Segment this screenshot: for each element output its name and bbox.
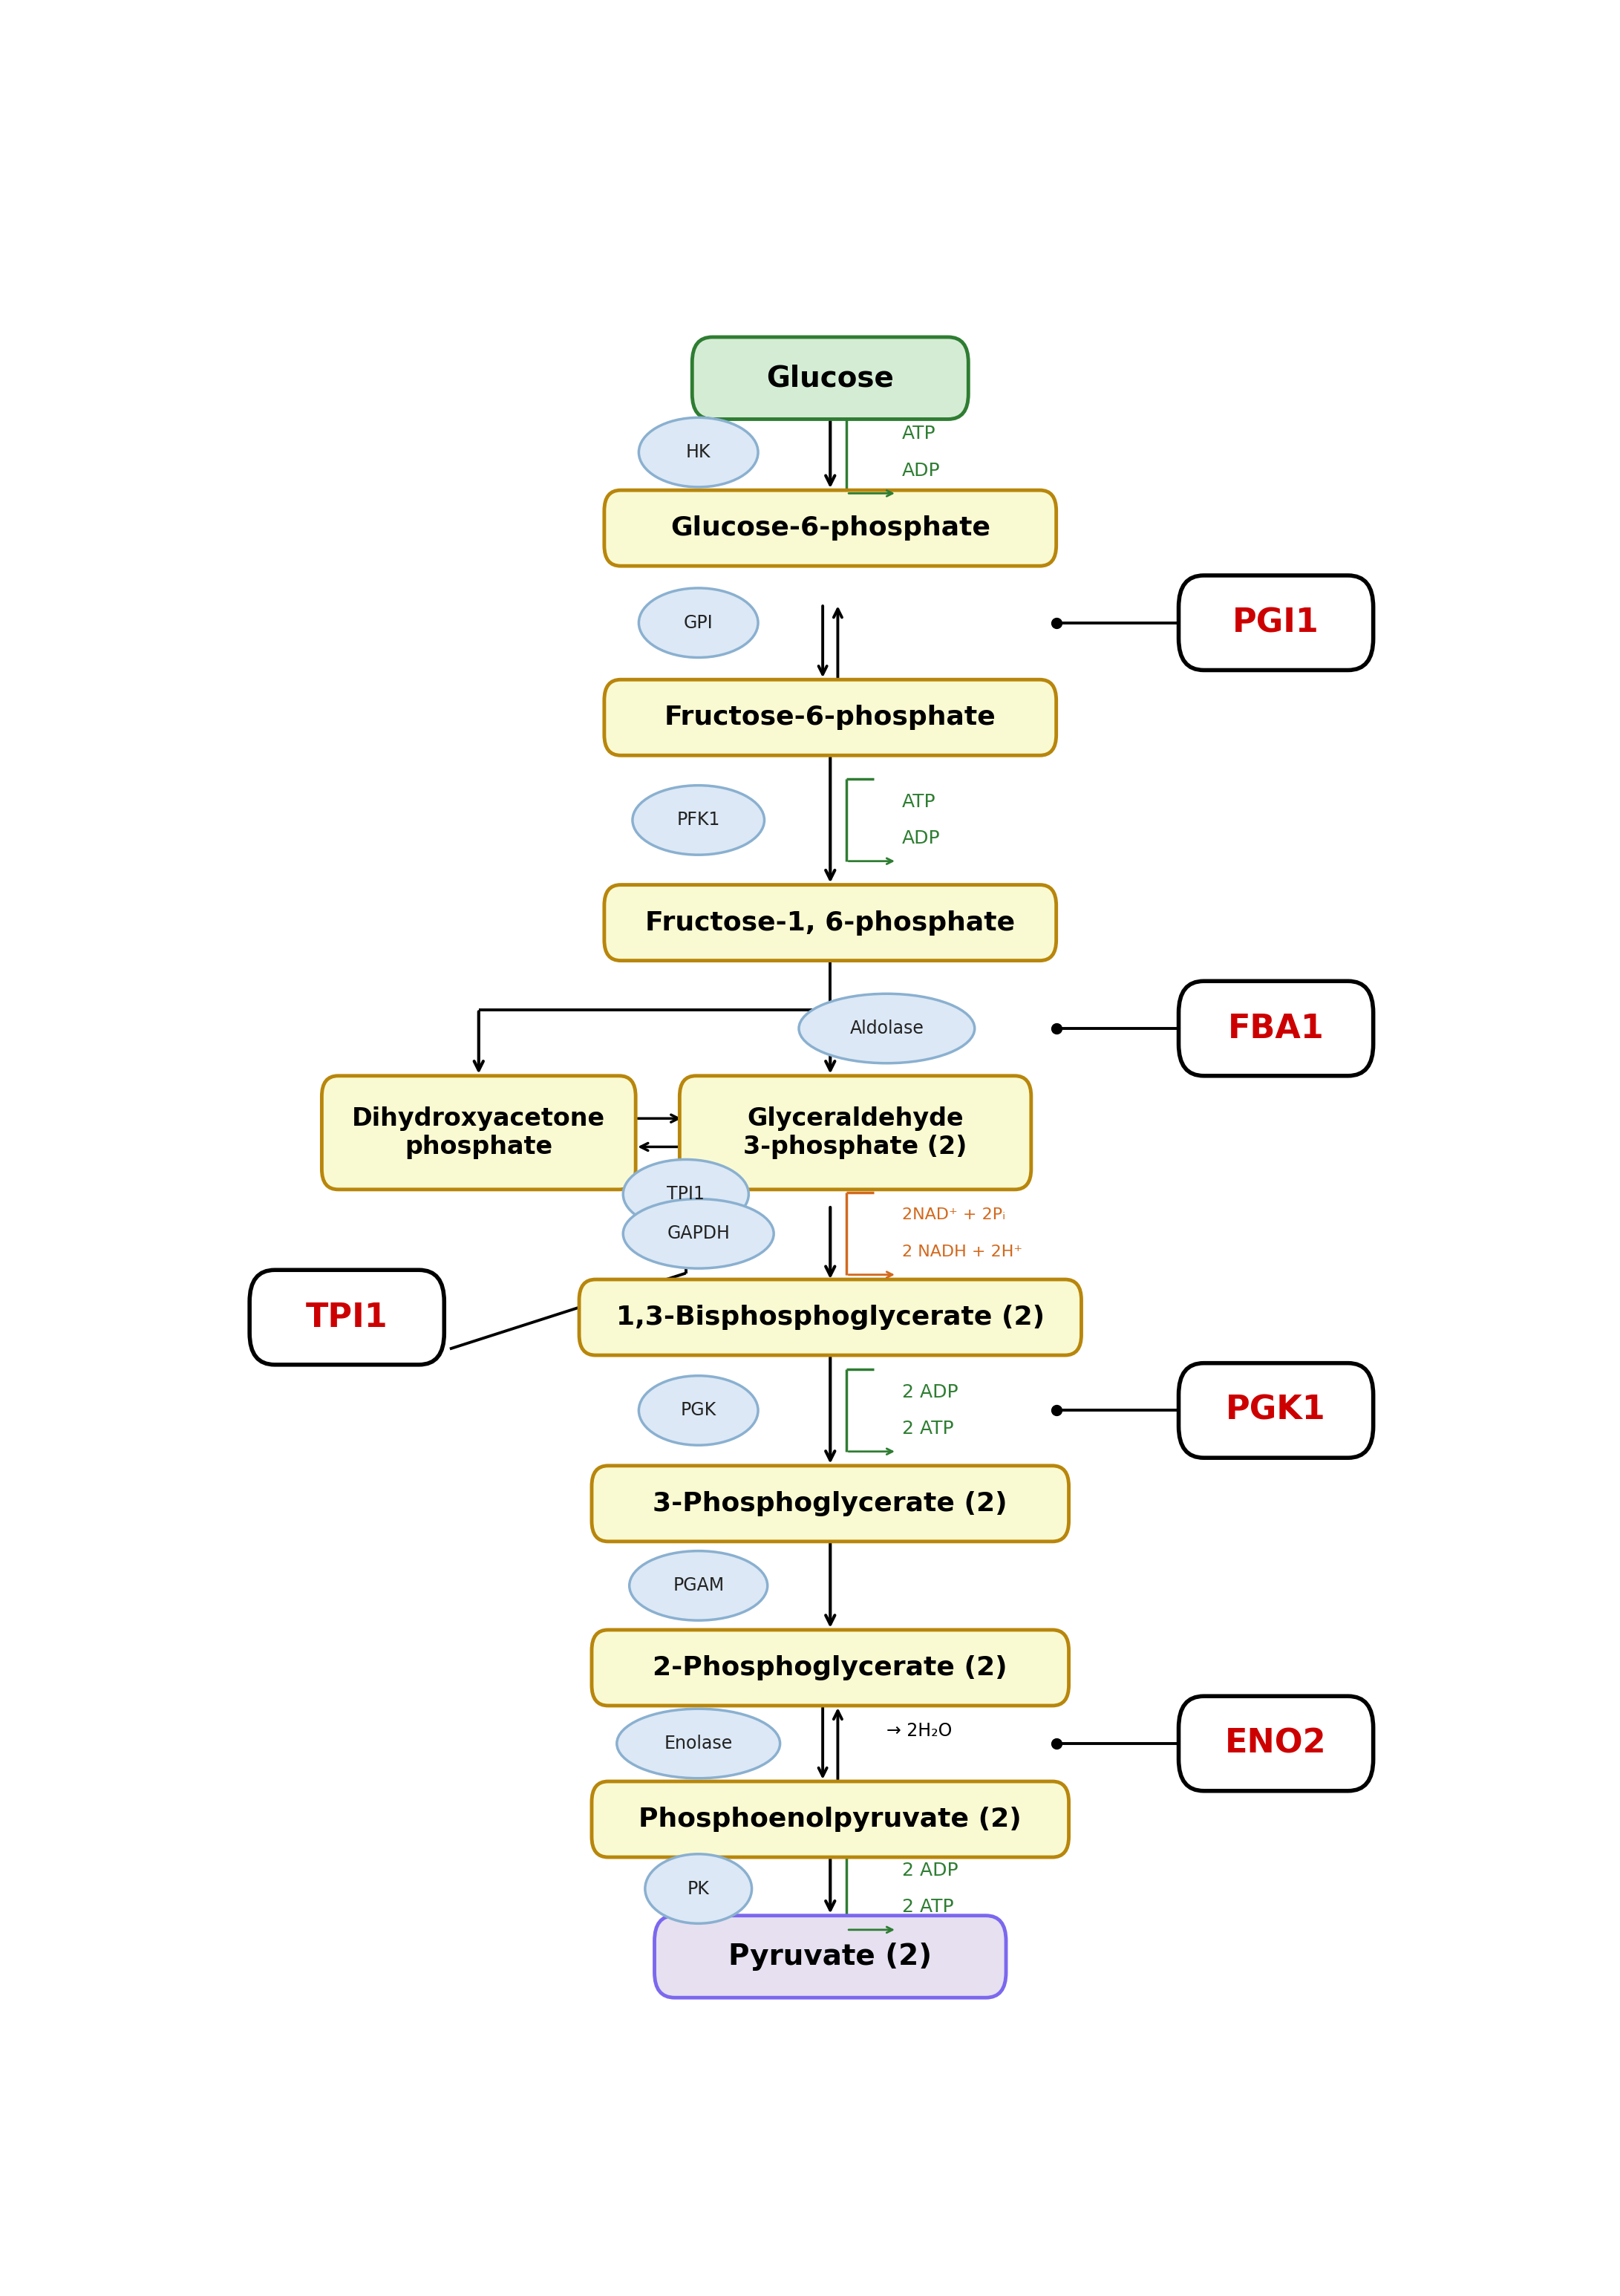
Ellipse shape	[645, 1855, 752, 1924]
FancyBboxPatch shape	[1179, 1364, 1374, 1458]
Text: Phosphoenolpyruvate (2): Phosphoenolpyruvate (2)	[638, 1807, 1022, 1832]
FancyBboxPatch shape	[1179, 1697, 1374, 1791]
Text: 3-Phosphoglycerate (2): 3-Phosphoglycerate (2)	[653, 1490, 1008, 1515]
Text: Aldolase: Aldolase	[849, 1019, 923, 1038]
Ellipse shape	[624, 1199, 774, 1267]
Text: PGI1: PGI1	[1233, 606, 1319, 638]
FancyBboxPatch shape	[1179, 576, 1374, 670]
FancyBboxPatch shape	[654, 1915, 1006, 1998]
FancyBboxPatch shape	[604, 491, 1056, 567]
Text: ATP: ATP	[902, 425, 936, 443]
Text: Enolase: Enolase	[664, 1733, 732, 1752]
Text: 2 NADH + 2H⁺: 2 NADH + 2H⁺	[902, 1244, 1022, 1261]
Ellipse shape	[638, 1375, 758, 1444]
Text: GAPDH: GAPDH	[667, 1224, 731, 1242]
Text: ENO2: ENO2	[1225, 1727, 1327, 1759]
FancyBboxPatch shape	[604, 680, 1056, 755]
FancyBboxPatch shape	[591, 1782, 1069, 1857]
Text: 2 ATP: 2 ATP	[902, 1419, 954, 1437]
FancyBboxPatch shape	[591, 1630, 1069, 1706]
FancyBboxPatch shape	[692, 338, 969, 420]
Ellipse shape	[632, 785, 765, 854]
Ellipse shape	[638, 588, 758, 657]
Text: TPI1: TPI1	[306, 1302, 389, 1334]
Text: ATP: ATP	[902, 792, 936, 810]
Text: HK: HK	[685, 443, 711, 461]
Text: 2-Phosphoglycerate (2): 2-Phosphoglycerate (2)	[653, 1655, 1008, 1681]
Text: 2 ADP: 2 ADP	[902, 1382, 957, 1401]
Text: Glucose: Glucose	[766, 365, 894, 393]
FancyBboxPatch shape	[604, 884, 1056, 960]
Text: Fructose-1, 6-phosphate: Fructose-1, 6-phosphate	[645, 909, 1016, 934]
FancyBboxPatch shape	[591, 1465, 1069, 1541]
Text: Glucose-6-phosphate: Glucose-6-phosphate	[671, 517, 990, 540]
Text: PGAM: PGAM	[672, 1577, 724, 1596]
Text: Dihydroxyacetone
phosphate: Dihydroxyacetone phosphate	[352, 1107, 606, 1159]
Text: FBA1: FBA1	[1228, 1013, 1324, 1045]
FancyBboxPatch shape	[580, 1279, 1082, 1355]
Ellipse shape	[638, 418, 758, 487]
Text: 2 ATP: 2 ATP	[902, 1899, 954, 1917]
Text: GPI: GPI	[684, 613, 713, 631]
Text: 2NAD⁺ + 2Pᵢ: 2NAD⁺ + 2Pᵢ	[902, 1208, 1004, 1224]
Text: ADP: ADP	[902, 829, 940, 847]
Ellipse shape	[624, 1159, 748, 1228]
Ellipse shape	[617, 1708, 781, 1777]
Ellipse shape	[629, 1552, 768, 1621]
Text: Fructose-6-phosphate: Fructose-6-phosphate	[664, 705, 996, 730]
Text: Pyruvate (2): Pyruvate (2)	[729, 1942, 932, 1970]
Text: PFK1: PFK1	[677, 810, 721, 829]
FancyBboxPatch shape	[1179, 980, 1374, 1077]
Text: 1,3-Bisphosphoglycerate (2): 1,3-Bisphosphoglycerate (2)	[616, 1304, 1045, 1329]
Text: PK: PK	[687, 1880, 710, 1899]
Text: PGK1: PGK1	[1226, 1394, 1327, 1426]
Text: TPI1: TPI1	[667, 1185, 705, 1203]
FancyBboxPatch shape	[322, 1077, 635, 1189]
Ellipse shape	[799, 994, 975, 1063]
Text: ADP: ADP	[902, 461, 940, 480]
Text: 2 ADP: 2 ADP	[902, 1862, 957, 1878]
Text: → 2H₂O: → 2H₂O	[886, 1722, 953, 1740]
FancyBboxPatch shape	[249, 1270, 444, 1364]
Text: PGK: PGK	[680, 1401, 716, 1419]
FancyBboxPatch shape	[680, 1077, 1032, 1189]
Text: Glyceraldehyde
3-phosphate (2): Glyceraldehyde 3-phosphate (2)	[744, 1107, 967, 1159]
